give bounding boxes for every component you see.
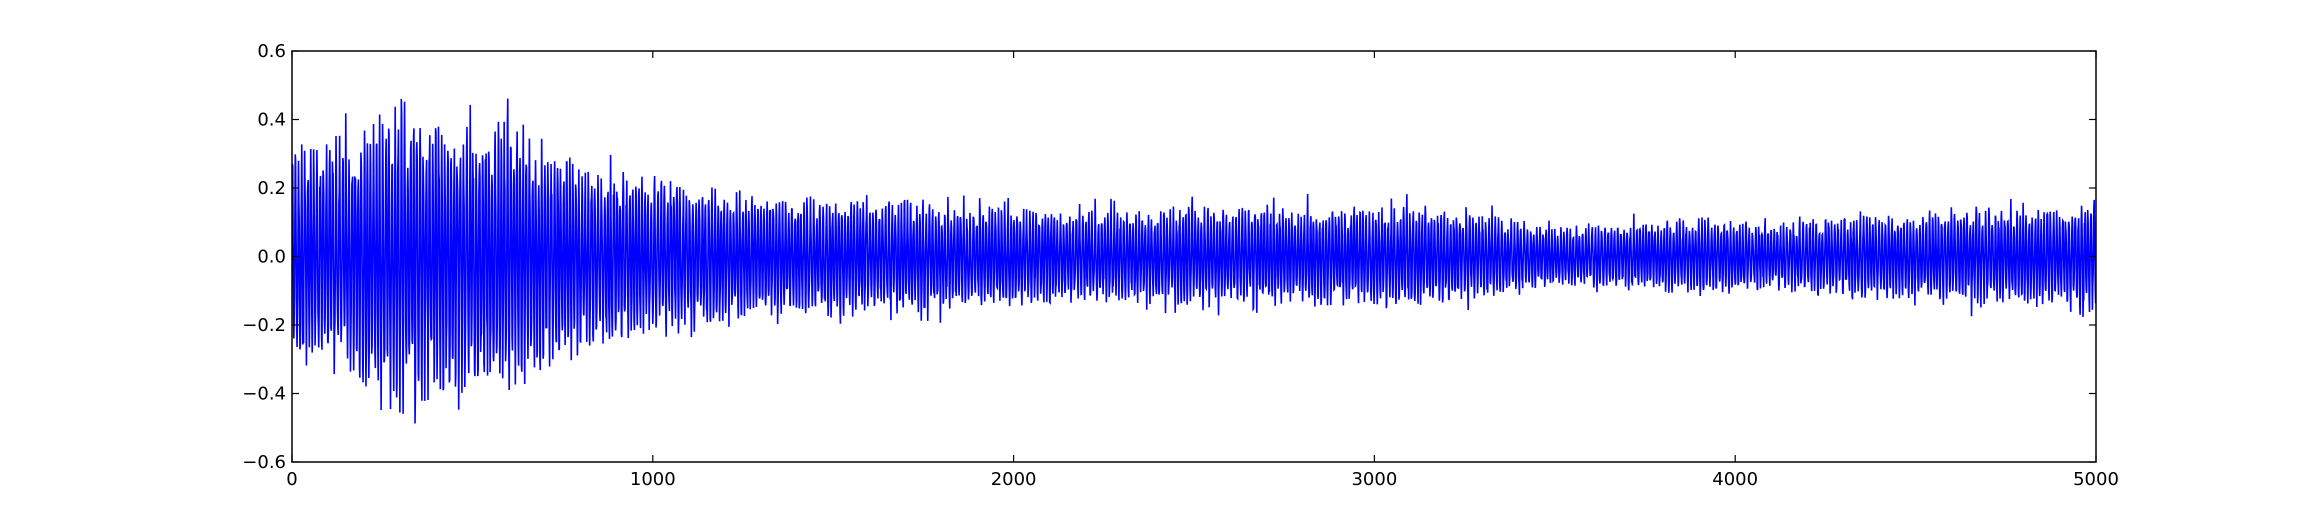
y-tick-label: −0.4 xyxy=(242,384,286,405)
x-tick-label: 2000 xyxy=(991,469,1037,490)
y-tick-label: 0.6 xyxy=(257,41,286,62)
x-tick-label: 3000 xyxy=(1351,469,1397,490)
y-tick-label: 0.4 xyxy=(257,110,286,131)
signal-series-line xyxy=(292,98,2096,424)
y-tick-label: 0.0 xyxy=(257,247,286,268)
plot-area xyxy=(292,98,2096,424)
axis-ticks: 0 1000 2000 3000 4000 5000 −0.6 −0.4 −0.2 0.0 0.2 0… xyxy=(242,41,2119,490)
x-tick-label: 5000 xyxy=(2073,469,2119,490)
y-tick-label: −0.6 xyxy=(242,452,286,473)
x-tick-label: 1000 xyxy=(630,469,676,490)
x-tick-label: 4000 xyxy=(1712,469,1758,490)
y-tick-label: −0.2 xyxy=(242,315,286,336)
y-tick-label: 0.2 xyxy=(257,178,286,199)
x-tick-label: 0 xyxy=(286,469,297,490)
